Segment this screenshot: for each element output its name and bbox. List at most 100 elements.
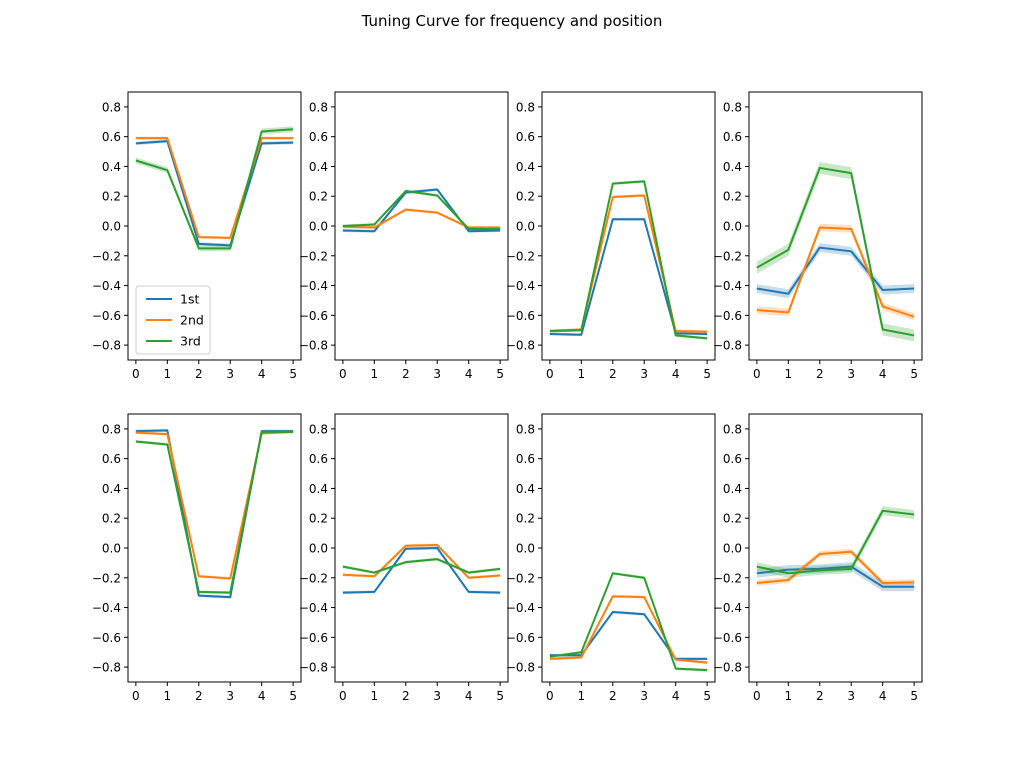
y-tick-label: −0.4 bbox=[299, 601, 328, 615]
data-point-1st-0 bbox=[342, 592, 344, 594]
data-point-3rd-2 bbox=[612, 183, 614, 185]
x-tick-label: 2 bbox=[195, 367, 203, 381]
y-tick-label: 0.8 bbox=[102, 100, 121, 114]
legend-label-3rd: 3rd bbox=[180, 334, 201, 349]
data-point-3rd-1 bbox=[166, 444, 168, 446]
x-tick-label: 0 bbox=[339, 689, 347, 703]
data-point-1st-5 bbox=[499, 592, 501, 594]
plot-area bbox=[342, 543, 501, 595]
y-tick-label: −0.4 bbox=[713, 601, 742, 615]
data-point-2nd-2 bbox=[405, 545, 407, 547]
data-point-1st-1 bbox=[373, 230, 375, 232]
data-point-2nd-0 bbox=[756, 309, 758, 311]
y-tick-label: 0.6 bbox=[309, 130, 328, 144]
data-point-3rd-1 bbox=[166, 169, 168, 171]
data-point-3rd-4 bbox=[675, 334, 677, 336]
data-point-2nd-1 bbox=[787, 311, 789, 313]
series-line-3rd bbox=[342, 190, 501, 230]
series-line-2nd bbox=[342, 544, 501, 579]
data-point-3rd-3 bbox=[850, 568, 852, 570]
data-point-3rd-4 bbox=[261, 431, 263, 433]
y-tick-label: 0.8 bbox=[309, 422, 328, 436]
data-point-2nd-3 bbox=[850, 228, 852, 230]
subplot-1-3: 0 1 2 3 4 5 −0.8 −0.6 −0.4 −0.2 0.0 0.2 0.4 0.6 0.8 bbox=[506, 91, 716, 381]
plot-area bbox=[135, 428, 294, 599]
data-point-1st-0 bbox=[756, 288, 758, 290]
data-point-3rd-3 bbox=[643, 577, 645, 579]
x-tick-label: 1 bbox=[370, 367, 378, 381]
y-tick-label: −0.2 bbox=[713, 249, 742, 263]
data-point-3rd-1 bbox=[373, 224, 375, 226]
y-tick-label: −0.2 bbox=[92, 571, 121, 585]
data-point-3rd-1 bbox=[787, 572, 789, 574]
y-tick-label: 0.8 bbox=[723, 422, 742, 436]
y-tick-label: 0.4 bbox=[102, 160, 121, 174]
x-tick-label: 4 bbox=[672, 689, 680, 703]
x-tick-label: 0 bbox=[546, 367, 554, 381]
data-point-1st-0 bbox=[549, 333, 551, 335]
y-tick-label: 0.0 bbox=[102, 542, 121, 556]
plot-area bbox=[756, 506, 915, 592]
subplot-1-1: 0 1 2 3 4 5 −0.8 −0.6 −0.4 −0.2 0.0 0.2 0.4 0.6 0.8 1st… bbox=[92, 91, 302, 381]
data-point-1st-4 bbox=[882, 586, 884, 588]
x-tick-label: 4 bbox=[879, 689, 887, 703]
x-tick-label: 1 bbox=[577, 689, 585, 703]
data-point-3rd-5 bbox=[913, 514, 915, 516]
band-2nd bbox=[756, 548, 915, 586]
legend-box bbox=[135, 285, 211, 355]
data-point-1st-3 bbox=[229, 596, 231, 598]
data-point-1st-0 bbox=[135, 142, 137, 144]
x-tick-label: 0 bbox=[753, 689, 761, 703]
y-tick-label: 0.2 bbox=[723, 512, 742, 526]
series-line-2nd bbox=[756, 226, 915, 318]
y-tick-label: 0.8 bbox=[516, 100, 535, 114]
y-tick-label: 0.0 bbox=[309, 542, 328, 556]
x-tick-label: 4 bbox=[258, 689, 266, 703]
x-tick-label: 3 bbox=[433, 689, 441, 703]
data-point-1st-5 bbox=[913, 288, 915, 290]
data-point-1st-0 bbox=[756, 572, 758, 574]
data-point-1st-2 bbox=[612, 611, 614, 613]
x-tick-label: 3 bbox=[433, 367, 441, 381]
plot-area bbox=[549, 571, 708, 672]
y-tick-label: 0.2 bbox=[102, 512, 121, 526]
data-point-3rd-4 bbox=[882, 510, 884, 512]
y-tick-label: −0.4 bbox=[299, 279, 328, 293]
data-point-3rd-5 bbox=[706, 669, 708, 671]
y-tick-label: −0.4 bbox=[506, 279, 535, 293]
y-tick-label: −0.8 bbox=[506, 661, 535, 675]
x-tick-label: 0 bbox=[339, 367, 347, 381]
y-tick-label: 0.8 bbox=[309, 100, 328, 114]
series-line-3rd bbox=[549, 572, 708, 672]
data-point-2nd-4 bbox=[882, 305, 884, 307]
data-point-3rd-4 bbox=[882, 328, 884, 330]
x-tick-label: 1 bbox=[784, 689, 792, 703]
y-tick-label: 0.6 bbox=[309, 452, 328, 466]
data-point-2nd-4 bbox=[468, 577, 470, 579]
x-tick-label: 5 bbox=[703, 689, 711, 703]
data-point-2nd-2 bbox=[198, 575, 200, 577]
data-point-3rd-2 bbox=[405, 561, 407, 563]
y-tick-label: 0.2 bbox=[309, 190, 328, 204]
legend-label-2nd: 2nd bbox=[180, 313, 204, 328]
band-3rd bbox=[756, 161, 915, 342]
data-point-1st-2 bbox=[612, 218, 614, 220]
y-tick-label: 0.4 bbox=[309, 160, 328, 174]
data-point-3rd-0 bbox=[756, 267, 758, 269]
y-tick-label: −0.8 bbox=[713, 339, 742, 353]
data-point-1st-2 bbox=[819, 247, 821, 249]
data-point-3rd-3 bbox=[850, 172, 852, 174]
series-line-3rd bbox=[342, 558, 501, 574]
x-tick-label: 4 bbox=[258, 367, 266, 381]
data-point-1st-5 bbox=[292, 142, 294, 144]
series-line-3rd bbox=[549, 180, 708, 340]
y-tick-label: −0.2 bbox=[713, 571, 742, 585]
data-point-3rd-5 bbox=[913, 334, 915, 336]
data-point-3rd-2 bbox=[819, 167, 821, 169]
y-tick-label: 0.0 bbox=[723, 220, 742, 234]
y-tick-label: −0.6 bbox=[506, 309, 535, 323]
x-tick-label: 1 bbox=[163, 367, 171, 381]
data-point-2nd-2 bbox=[612, 196, 614, 198]
data-point-2nd-0 bbox=[756, 582, 758, 584]
data-point-2nd-3 bbox=[643, 194, 645, 196]
